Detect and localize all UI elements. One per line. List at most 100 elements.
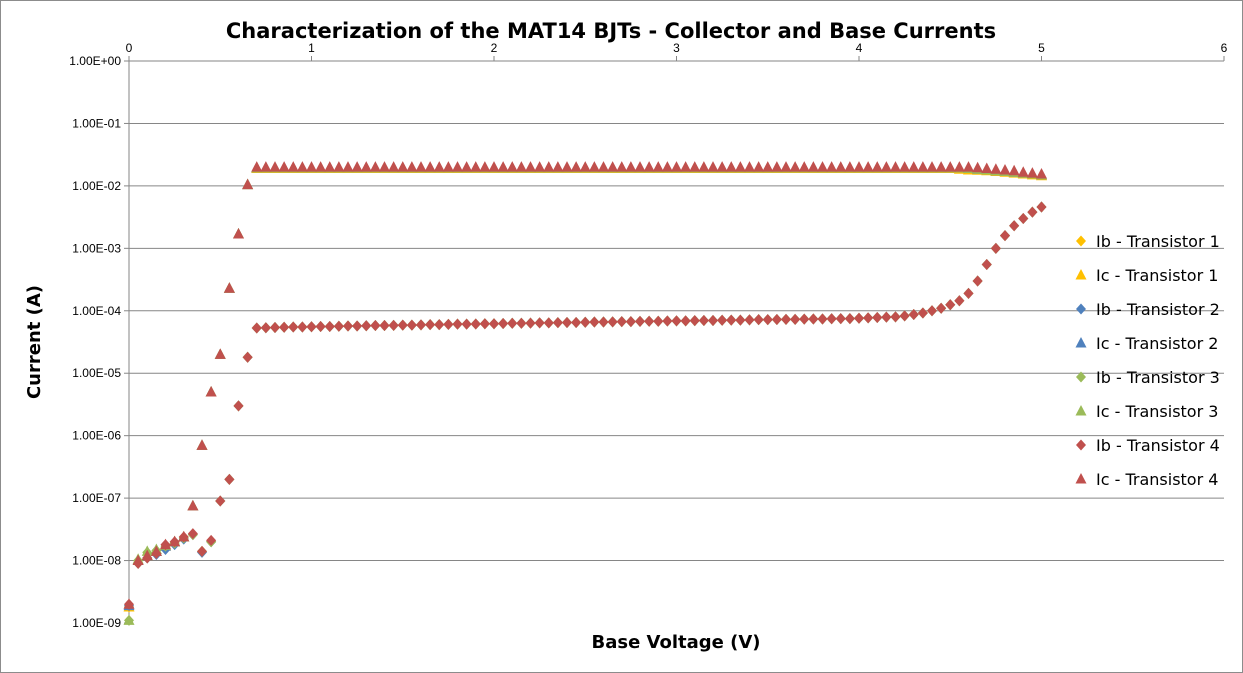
legend-marker <box>1075 473 1087 484</box>
data-point <box>935 161 947 172</box>
data-point <box>826 313 837 325</box>
y-tick-label: 1.00E-02 <box>72 179 121 193</box>
data-point <box>607 161 619 172</box>
data-point <box>123 598 135 609</box>
y-tick-label: 1.00E+00 <box>69 54 121 68</box>
data-point <box>854 312 864 324</box>
data-point <box>233 227 244 239</box>
data-point <box>771 161 783 172</box>
data-point <box>817 161 828 172</box>
data-point <box>862 161 874 172</box>
y-tick-label: 1.00E-05 <box>72 366 121 380</box>
data-point <box>452 318 463 330</box>
data-point <box>1000 230 1010 242</box>
data-point <box>744 314 755 326</box>
data-point <box>279 321 290 333</box>
x-tick-label: 5 <box>1038 41 1045 55</box>
data-point <box>406 319 417 331</box>
series-5 <box>123 161 1047 625</box>
data-point <box>351 161 363 172</box>
data-point <box>881 311 892 323</box>
data-point <box>999 163 1011 175</box>
data-points <box>123 161 1047 626</box>
data-point <box>315 321 326 333</box>
y-tick-label: 1.00E-08 <box>72 554 121 568</box>
data-point <box>324 161 336 172</box>
data-point <box>972 161 984 173</box>
data-point <box>826 161 838 172</box>
data-point <box>671 161 682 172</box>
data-point <box>397 319 408 331</box>
series-1 <box>123 162 1047 612</box>
data-point <box>269 161 281 172</box>
legend-label: Ic - Transistor 2 <box>1096 334 1218 353</box>
data-point <box>461 318 472 330</box>
data-point <box>497 161 509 172</box>
data-point <box>972 275 983 287</box>
data-point <box>689 161 701 172</box>
data-point <box>726 314 737 326</box>
data-point <box>744 161 755 172</box>
data-point <box>388 319 399 331</box>
data-point <box>899 310 910 322</box>
data-point <box>342 161 354 172</box>
data-point <box>890 311 901 323</box>
data-point <box>498 318 509 330</box>
data-point <box>141 549 153 561</box>
data-point <box>214 348 226 359</box>
legend-label: Ib - Transistor 4 <box>1096 436 1220 455</box>
data-point <box>589 316 600 328</box>
data-point <box>1026 167 1038 178</box>
data-point <box>206 534 217 546</box>
data-point <box>506 161 518 172</box>
y-tick-labels: 1.00E-09 1.00E-08 1.00E-07 1.00E-06 1.00E-05… <box>69 54 121 630</box>
data-point <box>890 161 901 172</box>
data-point <box>616 316 627 328</box>
data-point <box>917 307 928 319</box>
data-point <box>442 161 454 172</box>
gridlines <box>124 60 1224 624</box>
data-point <box>671 315 682 327</box>
data-point <box>1036 201 1047 213</box>
data-point <box>187 499 199 511</box>
data-point <box>488 161 500 172</box>
data-point <box>990 163 1002 174</box>
x-tick-label: 3 <box>673 41 680 55</box>
data-point <box>361 320 372 332</box>
data-point <box>835 313 846 325</box>
data-point <box>698 161 710 172</box>
data-point <box>835 161 847 172</box>
data-point <box>945 299 956 311</box>
data-point <box>333 161 345 172</box>
data-point <box>543 317 554 329</box>
data-point <box>552 161 564 172</box>
data-point <box>251 322 262 334</box>
data-point <box>808 313 819 325</box>
data-point <box>1008 164 1020 176</box>
x-tick-label: 4 <box>856 41 863 55</box>
data-point <box>635 315 645 327</box>
data-point <box>643 161 655 172</box>
data-point <box>953 161 965 172</box>
data-point <box>525 161 536 172</box>
y-tick-label: 1.00E-09 <box>72 616 121 630</box>
y-tick-label: 1.00E-04 <box>72 304 121 318</box>
data-point <box>653 315 664 327</box>
data-point <box>233 400 244 412</box>
data-point <box>570 161 582 172</box>
data-point <box>863 312 874 324</box>
series-3 <box>123 161 1047 611</box>
data-point <box>534 161 546 172</box>
data-point <box>397 161 409 172</box>
data-point <box>899 161 911 172</box>
data-point <box>343 320 353 332</box>
legend-marker <box>1076 235 1086 247</box>
data-point <box>735 314 746 326</box>
data-point <box>352 320 363 332</box>
data-point <box>936 302 947 314</box>
data-point <box>306 161 317 172</box>
series-6 <box>124 201 1047 610</box>
data-point <box>416 319 426 331</box>
data-point <box>224 473 235 485</box>
